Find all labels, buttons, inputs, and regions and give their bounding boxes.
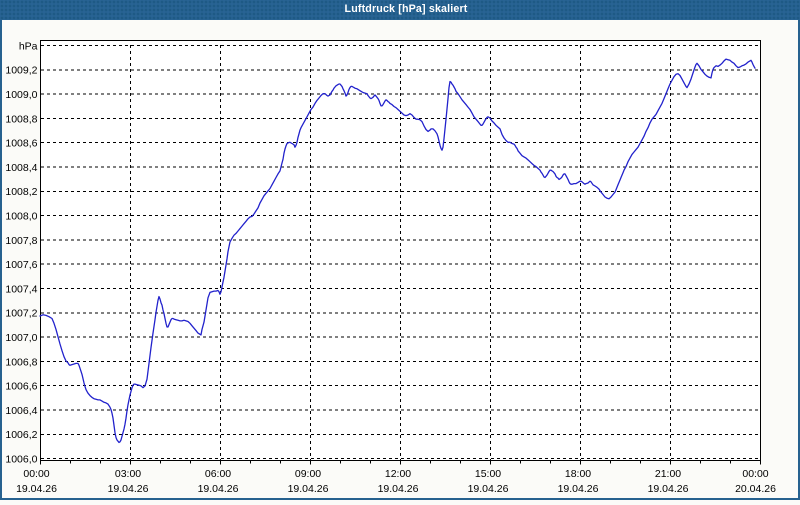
svg-text:09:00: 09:00 — [295, 468, 321, 480]
svg-text:1009,2: 1009,2 — [5, 65, 37, 77]
svg-text:1006,2: 1006,2 — [5, 429, 37, 441]
svg-text:1007,4: 1007,4 — [5, 283, 37, 295]
svg-text:21:00: 21:00 — [655, 468, 681, 480]
svg-text:19.04.26: 19.04.26 — [108, 483, 149, 495]
svg-text:12:00: 12:00 — [385, 468, 411, 480]
svg-text:00:00: 00:00 — [23, 468, 49, 480]
svg-text:1006,8: 1006,8 — [5, 356, 37, 368]
svg-text:1007,2: 1007,2 — [5, 308, 37, 320]
svg-text:1006,0: 1006,0 — [5, 454, 37, 466]
svg-text:1008,6: 1008,6 — [5, 138, 37, 150]
svg-text:1007,6: 1007,6 — [5, 259, 37, 271]
svg-text:19.04.26: 19.04.26 — [558, 483, 599, 495]
svg-text:19.04.26: 19.04.26 — [16, 483, 57, 495]
svg-text:1007,8: 1007,8 — [5, 235, 37, 247]
svg-text:1008,4: 1008,4 — [5, 162, 37, 174]
svg-text:00:00: 00:00 — [742, 468, 768, 480]
svg-text:1008,8: 1008,8 — [5, 113, 37, 125]
svg-text:1007,0: 1007,0 — [5, 332, 37, 344]
svg-text:19.04.26: 19.04.26 — [198, 483, 239, 495]
svg-text:03:00: 03:00 — [115, 468, 141, 480]
svg-text:19.04.26: 19.04.26 — [648, 483, 689, 495]
svg-text:19.04.26: 19.04.26 — [468, 483, 509, 495]
svg-text:19.04.26: 19.04.26 — [378, 483, 419, 495]
svg-text:18:00: 18:00 — [565, 468, 591, 480]
svg-text:1009,0: 1009,0 — [5, 89, 37, 101]
svg-text:19.04.26: 19.04.26 — [288, 483, 329, 495]
svg-text:1006,6: 1006,6 — [5, 381, 37, 393]
svg-text:hPa: hPa — [19, 40, 38, 52]
svg-text:1008,0: 1008,0 — [5, 211, 37, 223]
svg-text:1006,4: 1006,4 — [5, 405, 37, 417]
svg-text:15:00: 15:00 — [475, 468, 501, 480]
svg-text:06:00: 06:00 — [205, 468, 231, 480]
svg-text:1008,2: 1008,2 — [5, 186, 37, 198]
svg-text:20.04.26: 20.04.26 — [735, 483, 776, 495]
